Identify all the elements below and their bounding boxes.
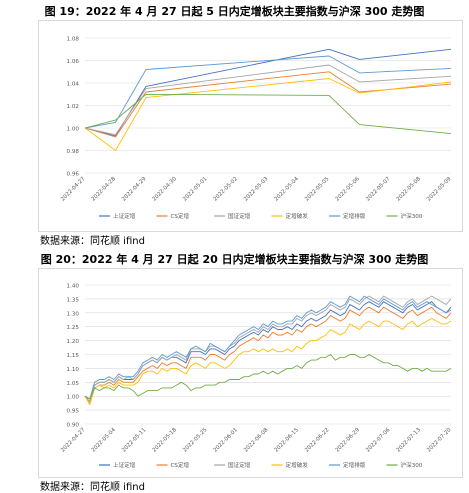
series-line-沪深300 xyxy=(84,93,452,135)
y-tick-label: 1.02 xyxy=(67,104,79,110)
legend-label: 定增排版 xyxy=(343,212,366,220)
series-line-CS定增 xyxy=(84,306,452,405)
x-tick-label: 2022-05-18 xyxy=(152,427,179,454)
series-line-定增排版 xyxy=(84,55,452,129)
x-tick-label: 2022-04-27 xyxy=(60,427,86,453)
y-tick-label: 1.30 xyxy=(67,311,80,317)
x-tick-label: 2022-06-29 xyxy=(335,427,362,454)
x-tick-label: 2022-05-05 xyxy=(304,176,330,202)
y-tick-label: 1.35 xyxy=(67,297,80,303)
x-tick-label: 2022-04-28 xyxy=(91,176,118,203)
legend-label: 沪深300 xyxy=(401,212,423,220)
legend-item: 沪深300 xyxy=(386,461,423,469)
series-line-定增破发 xyxy=(84,317,452,405)
chart-20: 0.90 0.95 1.00 1.05 1.10 1.15 1.20 1.25 1.30 1.35… xyxy=(60,284,453,470)
figure-20-source: 数据来源：同花顺 ifind xyxy=(40,482,145,493)
x-tick-label: 2022-05-09 xyxy=(426,176,453,203)
y-tick-label: 1.00 xyxy=(67,127,80,133)
y-tick-label: 1.06 xyxy=(67,59,80,65)
legend-label: CS定增 xyxy=(171,212,190,220)
y-tick-label: 1.25 xyxy=(67,325,80,331)
y-tick-label: 1.20 xyxy=(67,339,80,345)
legend-item: 沪深300 xyxy=(386,212,423,220)
figure-19-title: 图 19：2022 年 4 月 27 日起 5 日内定增板块主要指数与沪深 30… xyxy=(44,5,425,18)
x-tick-label: 2022-05-11 xyxy=(121,427,147,453)
series-line-国证定增 xyxy=(84,295,452,403)
x-tick-label: 2022-05-02 xyxy=(213,176,239,202)
series-line-CS定增 xyxy=(84,71,452,138)
series-line-定增破发 xyxy=(84,78,452,151)
legend-label: 上证定增 xyxy=(113,461,136,469)
legend-item: CS定增 xyxy=(156,212,190,220)
legend-item: 定增破发 xyxy=(271,461,309,469)
figure-19-source: 数据来源：同花顺 ifind xyxy=(40,236,145,247)
x-tick-label: 2022-05-25 xyxy=(182,427,208,453)
y-tick-label: 0.95 xyxy=(67,409,80,415)
series-line-定增排版 xyxy=(84,295,452,400)
legend-label: 定增破发 xyxy=(286,212,309,220)
x-tick-label: 2022-07-20 xyxy=(426,427,453,454)
y-tick-label: 1.00 xyxy=(67,395,80,401)
y-tick-label: 1.04 xyxy=(67,82,80,88)
chart-20-container: 0.90 0.95 1.00 1.05 1.10 1.15 1.20 1.25 1.30 1.35… xyxy=(38,268,463,478)
legend-label: 定增破发 xyxy=(286,461,309,469)
x-tick-label: 2022-06-01 xyxy=(213,427,239,453)
legend-label: 国证定增 xyxy=(228,461,251,469)
x-tick-label: 2022-04-27 xyxy=(60,176,86,202)
y-tick-label: 0.96 xyxy=(67,172,80,178)
legend-item: 上证定增 xyxy=(99,212,136,220)
legend-item: CS定增 xyxy=(156,461,190,469)
y-tick-label: 1.15 xyxy=(67,353,80,359)
x-tick-label: 2022-05-01 xyxy=(182,176,208,202)
x-tick-label: 2022-07-13 xyxy=(396,427,422,453)
x-tick-label: 2022-07-06 xyxy=(365,427,392,454)
x-tick-label: 2022-06-15 xyxy=(274,427,300,453)
x-tick-label: 2022-05-07 xyxy=(365,176,391,202)
legend-item: 定增排版 xyxy=(329,461,366,469)
legend-label: 国证定增 xyxy=(228,212,251,220)
figure-20-title: 图 20：2022 年 4 月 27 日起 20 日内定增板块主要指数与沪深 3… xyxy=(40,253,429,266)
legend-item: 上证定增 xyxy=(99,461,136,469)
legend-label: CS定增 xyxy=(171,461,190,469)
x-tick-label: 2022-05-03 xyxy=(243,176,269,202)
y-tick-label: 1.10 xyxy=(67,367,80,373)
legend-label: 定增排版 xyxy=(343,461,366,469)
x-tick-label: 2022-05-04 xyxy=(91,427,118,454)
y-tick-label: 1.05 xyxy=(67,381,80,387)
series-line-上证定增 xyxy=(84,48,452,137)
x-tick-label: 2022-04-30 xyxy=(152,176,179,203)
series-line-国证定增 xyxy=(84,64,452,136)
legend-label: 上证定增 xyxy=(113,212,136,220)
legend-item: 定增破发 xyxy=(271,212,309,220)
x-tick-label: 2022-05-04 xyxy=(274,176,301,203)
x-tick-label: 2022-04-29 xyxy=(121,176,148,203)
x-tick-label: 2022-05-06 xyxy=(335,176,362,203)
legend-item: 定增排版 xyxy=(329,212,366,220)
x-tick-label: 2022-06-22 xyxy=(304,427,330,453)
y-tick-label: 0.98 xyxy=(67,149,80,155)
legend-label: 沪深300 xyxy=(401,461,423,469)
series-line-沪深300 xyxy=(84,354,452,400)
x-tick-label: 2022-05-08 xyxy=(396,176,423,203)
y-tick-label: 1.08 xyxy=(67,37,80,43)
y-tick-label: 1.40 xyxy=(67,284,80,290)
y-tick-label: 0.90 xyxy=(67,423,80,429)
legend-item: 国证定增 xyxy=(214,212,251,220)
x-tick-label: 2022-06-08 xyxy=(243,427,270,454)
legend-item: 国证定增 xyxy=(214,461,251,469)
chart-19-container: 0.96 0.98 1.00 1.02 1.04 1.06 1.08 2022-04-27 20… xyxy=(38,20,463,232)
